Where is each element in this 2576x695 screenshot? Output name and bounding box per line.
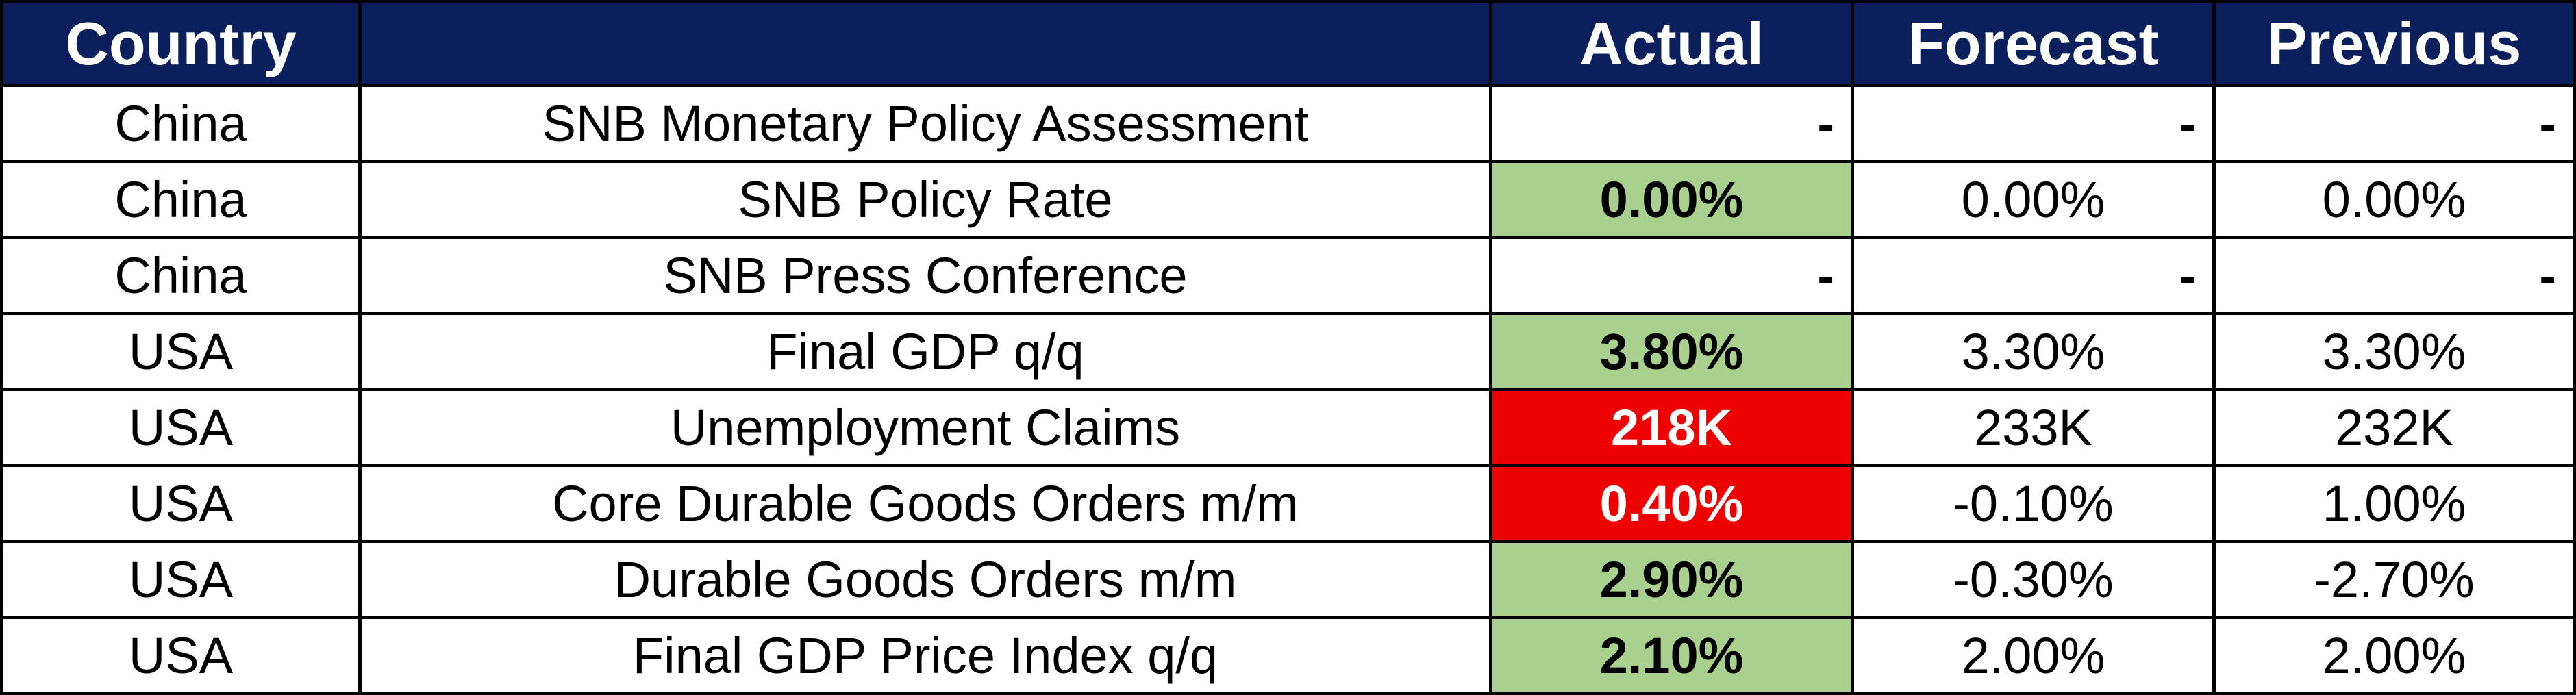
country-cell: China [3, 87, 358, 160]
previous-cell: - [2216, 239, 2573, 312]
previous-cell: - [2216, 87, 2573, 160]
country-cell: USA [3, 619, 358, 692]
previous-cell: -2.70% [2216, 543, 2573, 616]
country-cell: China [3, 163, 358, 236]
actual-cell: - [1492, 239, 1851, 312]
country-cell: USA [3, 543, 358, 616]
header-cell: Actual [1492, 3, 1851, 84]
previous-cell: 232K [2216, 391, 2573, 464]
event-cell: SNB Press Conference [362, 239, 1489, 312]
event-cell: Final GDP Price Index q/q [362, 619, 1489, 692]
country-cell: China [3, 239, 358, 312]
actual-cell: 2.90% [1492, 543, 1851, 616]
previous-cell: 2.00% [2216, 619, 2573, 692]
header-cell: Forecast [1854, 3, 2212, 84]
actual-cell: 3.80% [1492, 315, 1851, 388]
country-cell: USA [3, 315, 358, 388]
forecast-cell: 3.30% [1854, 315, 2212, 388]
forecast-cell: 233K [1854, 391, 2212, 464]
previous-cell: 1.00% [2216, 467, 2573, 540]
country-cell: USA [3, 467, 358, 540]
forecast-cell: -0.10% [1854, 467, 2212, 540]
actual-cell: - [1492, 87, 1851, 160]
actual-cell: 2.10% [1492, 619, 1851, 692]
actual-cell: 0.40% [1492, 467, 1851, 540]
forecast-cell: - [1854, 239, 2212, 312]
actual-cell: 0.00% [1492, 163, 1851, 236]
header-cell: Previous [2216, 3, 2573, 84]
country-cell: USA [3, 391, 358, 464]
event-cell: Core Durable Goods Orders m/m [362, 467, 1489, 540]
event-cell: SNB Monetary Policy Assessment [362, 87, 1489, 160]
event-cell: Unemployment Claims [362, 391, 1489, 464]
event-cell: SNB Policy Rate [362, 163, 1489, 236]
event-cell: Final GDP q/q [362, 315, 1489, 388]
forecast-cell: - [1854, 87, 2212, 160]
previous-cell: 3.30% [2216, 315, 2573, 388]
forecast-cell: 0.00% [1854, 163, 2212, 236]
previous-cell: 0.00% [2216, 163, 2573, 236]
event-cell: Durable Goods Orders m/m [362, 543, 1489, 616]
forecast-cell: 2.00% [1854, 619, 2212, 692]
actual-cell: 218K [1492, 391, 1851, 464]
forecast-cell: -0.30% [1854, 543, 2212, 616]
header-cell: Country [3, 3, 358, 84]
header-cell [362, 3, 1489, 84]
